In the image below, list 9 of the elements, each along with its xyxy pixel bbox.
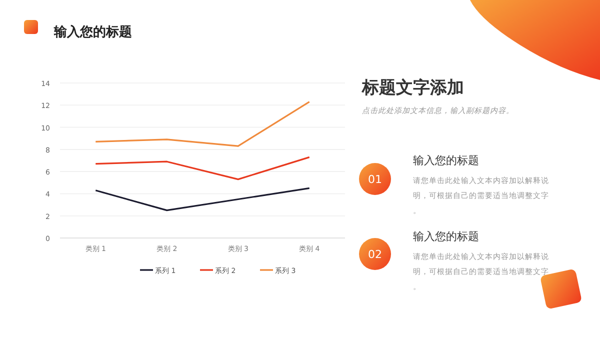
text: 01 (368, 173, 382, 186)
line-series (94, 156, 310, 180)
chart-title: 输入您的标题 (53, 24, 132, 40)
text: 输入您的标题 (413, 154, 479, 167)
text: 02 (368, 248, 382, 261)
text: 输入您的标题 (413, 230, 479, 243)
line-series (94, 101, 310, 147)
text: 标题文字添加 (361, 78, 464, 98)
line-series (94, 187, 310, 212)
